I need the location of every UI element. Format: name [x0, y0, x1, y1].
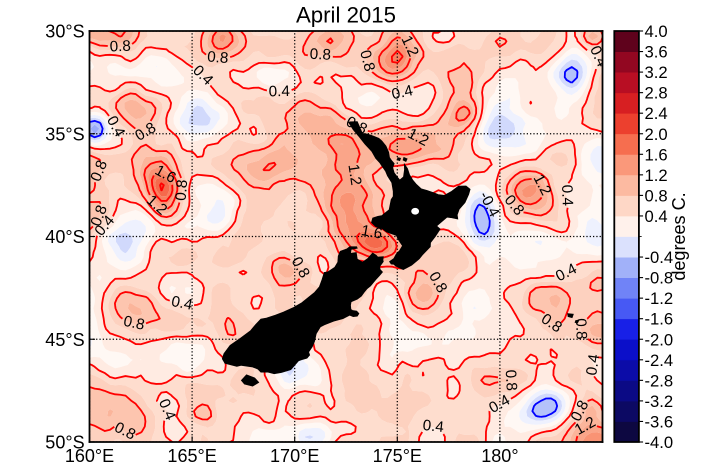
svg-text:0.4: 0.4	[390, 82, 415, 103]
svg-text:165°E: 165°E	[167, 446, 216, 466]
svg-text:30°S: 30°S	[45, 22, 84, 42]
svg-text:0.8: 0.8	[572, 318, 590, 340]
svg-text:0.4: 0.4	[269, 83, 291, 100]
svg-text:0.8: 0.8	[644, 186, 667, 205]
svg-text:1.6: 1.6	[644, 145, 667, 164]
svg-text:-0.4: -0.4	[644, 248, 673, 267]
svg-text:0.8: 0.8	[87, 158, 111, 184]
svg-text:0.8: 0.8	[207, 48, 230, 67]
svg-text:0.8: 0.8	[502, 369, 520, 391]
svg-text:170°E: 170°E	[270, 446, 319, 466]
svg-text:2.4: 2.4	[644, 104, 667, 123]
svg-text:0.4: 0.4	[558, 184, 576, 206]
svg-text:-2.4: -2.4	[644, 351, 673, 370]
svg-text:180°: 180°	[481, 446, 518, 466]
svg-text:-3.2: -3.2	[644, 392, 673, 411]
svg-text:0.8: 0.8	[122, 313, 146, 334]
svg-text:4.0: 4.0	[644, 22, 667, 41]
svg-text:April 2015: April 2015	[296, 3, 396, 28]
svg-text:-0.8: -0.8	[644, 269, 673, 288]
svg-text:0.8: 0.8	[88, 203, 111, 229]
svg-text:degrees C.: degrees C.	[669, 192, 689, 280]
svg-text:-2.8: -2.8	[644, 371, 673, 390]
svg-text:-2.0: -2.0	[644, 330, 673, 349]
svg-text:2.8: 2.8	[644, 84, 667, 103]
svg-text:45°S: 45°S	[45, 330, 84, 350]
svg-text:3.2: 3.2	[644, 63, 667, 82]
svg-text:-4.0: -4.0	[644, 433, 673, 452]
svg-text:1.2: 1.2	[644, 166, 667, 185]
svg-text:3.6: 3.6	[644, 43, 667, 62]
svg-text:0.8: 0.8	[112, 419, 139, 444]
svg-text:175°E: 175°E	[373, 446, 422, 466]
svg-text:-3.6: -3.6	[644, 412, 673, 431]
svg-text:0.4: 0.4	[422, 417, 445, 436]
svg-text:40°S: 40°S	[45, 227, 84, 247]
svg-text:-1.2: -1.2	[644, 289, 673, 308]
svg-text:0.4: 0.4	[644, 207, 667, 226]
svg-text:0.8: 0.8	[109, 38, 131, 56]
svg-text:0.8: 0.8	[309, 46, 331, 64]
svg-text:-1.6: -1.6	[644, 310, 673, 329]
svg-text:2.0: 2.0	[644, 125, 667, 144]
svg-text:1.2: 1.2	[344, 163, 364, 187]
svg-text:0.8: 0.8	[356, 48, 378, 73]
svg-text:35°S: 35°S	[45, 124, 84, 144]
svg-text:0.4: 0.4	[583, 353, 603, 377]
svg-text:0.8: 0.8	[172, 179, 191, 202]
svg-text:50°S: 50°S	[45, 433, 84, 453]
svg-text:0.4: 0.4	[170, 293, 195, 314]
svg-text:160°E: 160°E	[65, 446, 114, 466]
